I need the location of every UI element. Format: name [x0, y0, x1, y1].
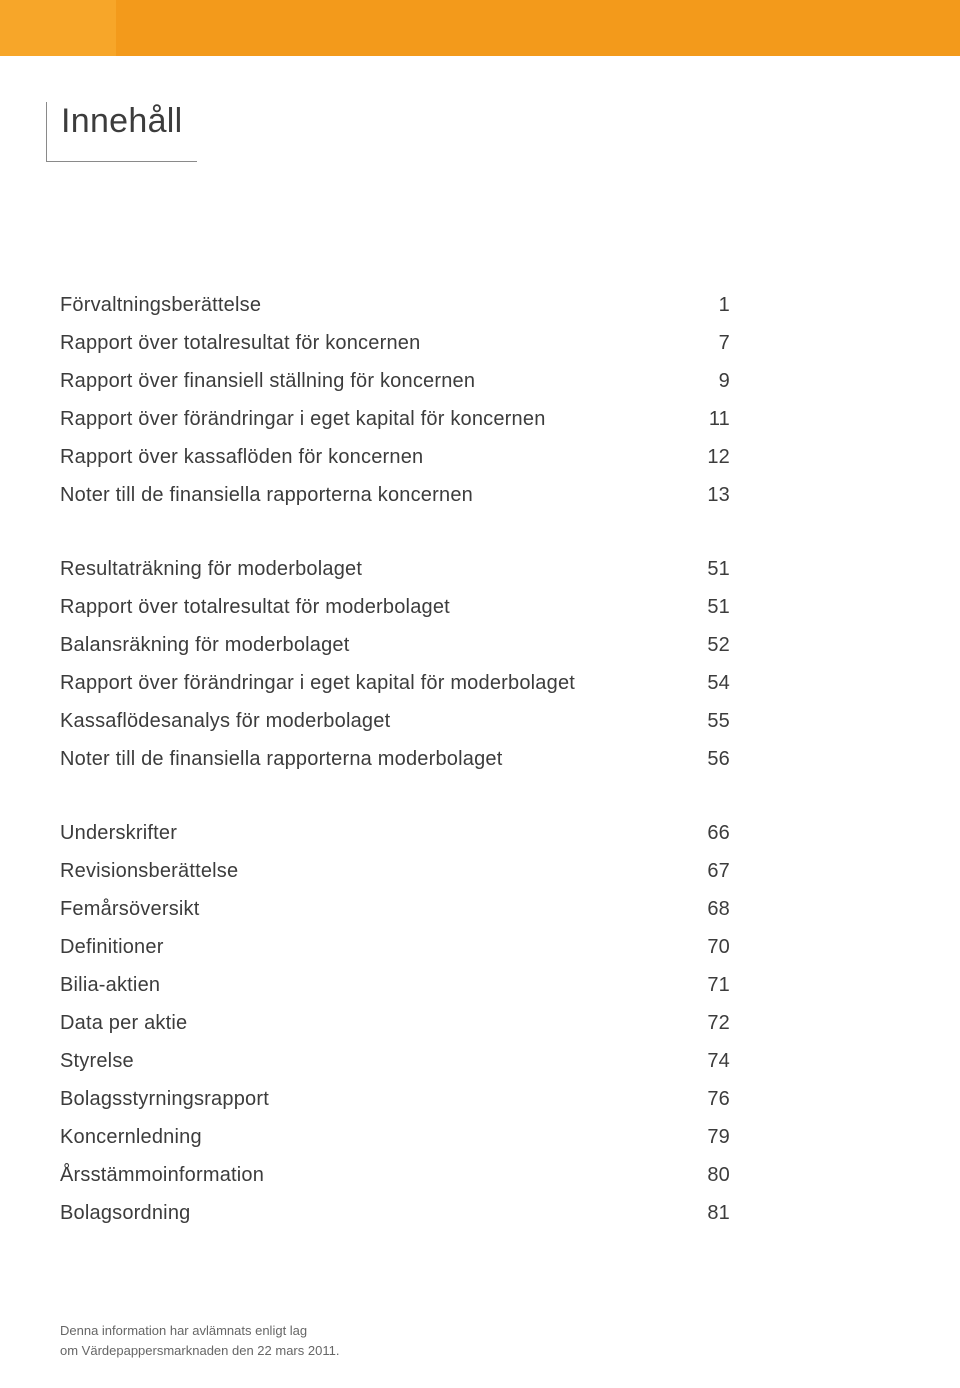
toc-row[interactable]: Rapport över förändringar i eget kapital…: [60, 400, 730, 438]
toc-row[interactable]: Bilia-aktien71: [60, 966, 730, 1004]
toc-page-number: 56: [680, 740, 730, 778]
toc-label: Styrelse: [60, 1042, 680, 1080]
toc-page-number: 11: [680, 400, 730, 438]
toc-page-number: 7: [680, 324, 730, 362]
toc-label: Rapport över finansiell ställning för ko…: [60, 362, 680, 400]
toc-row[interactable]: Femårsöversikt68: [60, 890, 730, 928]
page-title: Innehåll: [61, 102, 197, 161]
toc-page-number: 55: [680, 702, 730, 740]
footer-line-2: om Värdepappersmarknaden den 22 mars 201…: [60, 1341, 339, 1361]
top-banner-accent: [0, 0, 116, 56]
toc-page-number: 79: [680, 1118, 730, 1156]
toc-label: Definitioner: [60, 928, 680, 966]
toc-row[interactable]: Noter till de finansiella rapporterna ko…: [60, 476, 730, 514]
toc-row[interactable]: Förvaltningsberättelse1: [60, 286, 730, 324]
toc-row[interactable]: Årsstämmoinformation80: [60, 1156, 730, 1194]
toc-page-number: 71: [680, 966, 730, 1004]
toc-row[interactable]: Balansräkning för moderbolaget52: [60, 626, 730, 664]
toc-row[interactable]: Definitioner70: [60, 928, 730, 966]
footer-line-1: Denna information har avlämnats enligt l…: [60, 1321, 339, 1341]
toc-page-number: 81: [680, 1194, 730, 1232]
footer-note: Denna information har avlämnats enligt l…: [60, 1321, 339, 1360]
toc-page-number: 9: [680, 362, 730, 400]
toc-page-number: 1: [680, 286, 730, 324]
toc-page-number: 66: [680, 814, 730, 852]
toc-label: Rapport över kassaflöden för koncernen: [60, 438, 680, 476]
toc-label: Rapport över totalresultat för moderbola…: [60, 588, 680, 626]
toc-page-number: 70: [680, 928, 730, 966]
toc-label: Noter till de finansiella rapporterna mo…: [60, 740, 680, 778]
toc-page-number: 13: [680, 476, 730, 514]
toc-row[interactable]: Resultaträkning för moderbolaget51: [60, 550, 730, 588]
toc-row[interactable]: Styrelse74: [60, 1042, 730, 1080]
toc-page-number: 51: [680, 588, 730, 626]
toc-page-number: 76: [680, 1080, 730, 1118]
toc-row[interactable]: Rapport över förändringar i eget kapital…: [60, 664, 730, 702]
toc-row[interactable]: Rapport över totalresultat för koncernen…: [60, 324, 730, 362]
top-banner: [0, 0, 960, 56]
toc-page-number: 80: [680, 1156, 730, 1194]
toc-label: Underskrifter: [60, 814, 680, 852]
toc-label: Bolagsstyrningsrapport: [60, 1080, 680, 1118]
toc-page-number: 51: [680, 550, 730, 588]
toc-label: Förvaltningsberättelse: [60, 286, 680, 324]
toc-label: Årsstämmoinformation: [60, 1156, 680, 1194]
title-underline: [47, 161, 197, 162]
toc-page-number: 12: [680, 438, 730, 476]
toc-label: Bolagsordning: [60, 1194, 680, 1232]
toc-group-gap: [60, 514, 730, 550]
toc-row[interactable]: Bolagsordning81: [60, 1194, 730, 1232]
toc-group-gap: [60, 778, 730, 814]
toc-label: Koncernledning: [60, 1118, 680, 1156]
toc-row[interactable]: Bolagsstyrningsrapport76: [60, 1080, 730, 1118]
toc-row[interactable]: Rapport över kassaflöden för koncernen12: [60, 438, 730, 476]
toc-row[interactable]: Underskrifter66: [60, 814, 730, 852]
toc-label: Bilia-aktien: [60, 966, 680, 1004]
toc-label: Noter till de finansiella rapporterna ko…: [60, 476, 680, 514]
toc-row[interactable]: Noter till de finansiella rapporterna mo…: [60, 740, 730, 778]
toc-label: Balansräkning för moderbolaget: [60, 626, 680, 664]
toc-page-number: 54: [680, 664, 730, 702]
toc-row[interactable]: Koncernledning79: [60, 1118, 730, 1156]
toc-label: Rapport över förändringar i eget kapital…: [60, 664, 680, 702]
page-body: Innehåll Förvaltningsberättelse1Rapport …: [0, 56, 960, 1388]
toc-label: Resultaträkning för moderbolaget: [60, 550, 680, 588]
toc-row[interactable]: Rapport över totalresultat för moderbola…: [60, 588, 730, 626]
table-of-contents: Förvaltningsberättelse1Rapport över tota…: [60, 286, 730, 1232]
toc-label: Rapport över totalresultat för koncernen: [60, 324, 680, 362]
toc-row[interactable]: Revisionsberättelse67: [60, 852, 730, 890]
toc-label: Revisionsberättelse: [60, 852, 680, 890]
toc-page-number: 68: [680, 890, 730, 928]
toc-label: Rapport över förändringar i eget kapital…: [60, 400, 680, 438]
toc-label: Kassaflödesanalys för moderbolaget: [60, 702, 680, 740]
toc-row[interactable]: Rapport över finansiell ställning för ko…: [60, 362, 730, 400]
toc-page-number: 74: [680, 1042, 730, 1080]
toc-page-number: 67: [680, 852, 730, 890]
toc-label: Data per aktie: [60, 1004, 680, 1042]
toc-row[interactable]: Data per aktie72: [60, 1004, 730, 1042]
title-box: Innehåll: [46, 102, 197, 162]
toc-page-number: 72: [680, 1004, 730, 1042]
toc-page-number: 52: [680, 626, 730, 664]
toc-row[interactable]: Kassaflödesanalys för moderbolaget55: [60, 702, 730, 740]
toc-label: Femårsöversikt: [60, 890, 680, 928]
